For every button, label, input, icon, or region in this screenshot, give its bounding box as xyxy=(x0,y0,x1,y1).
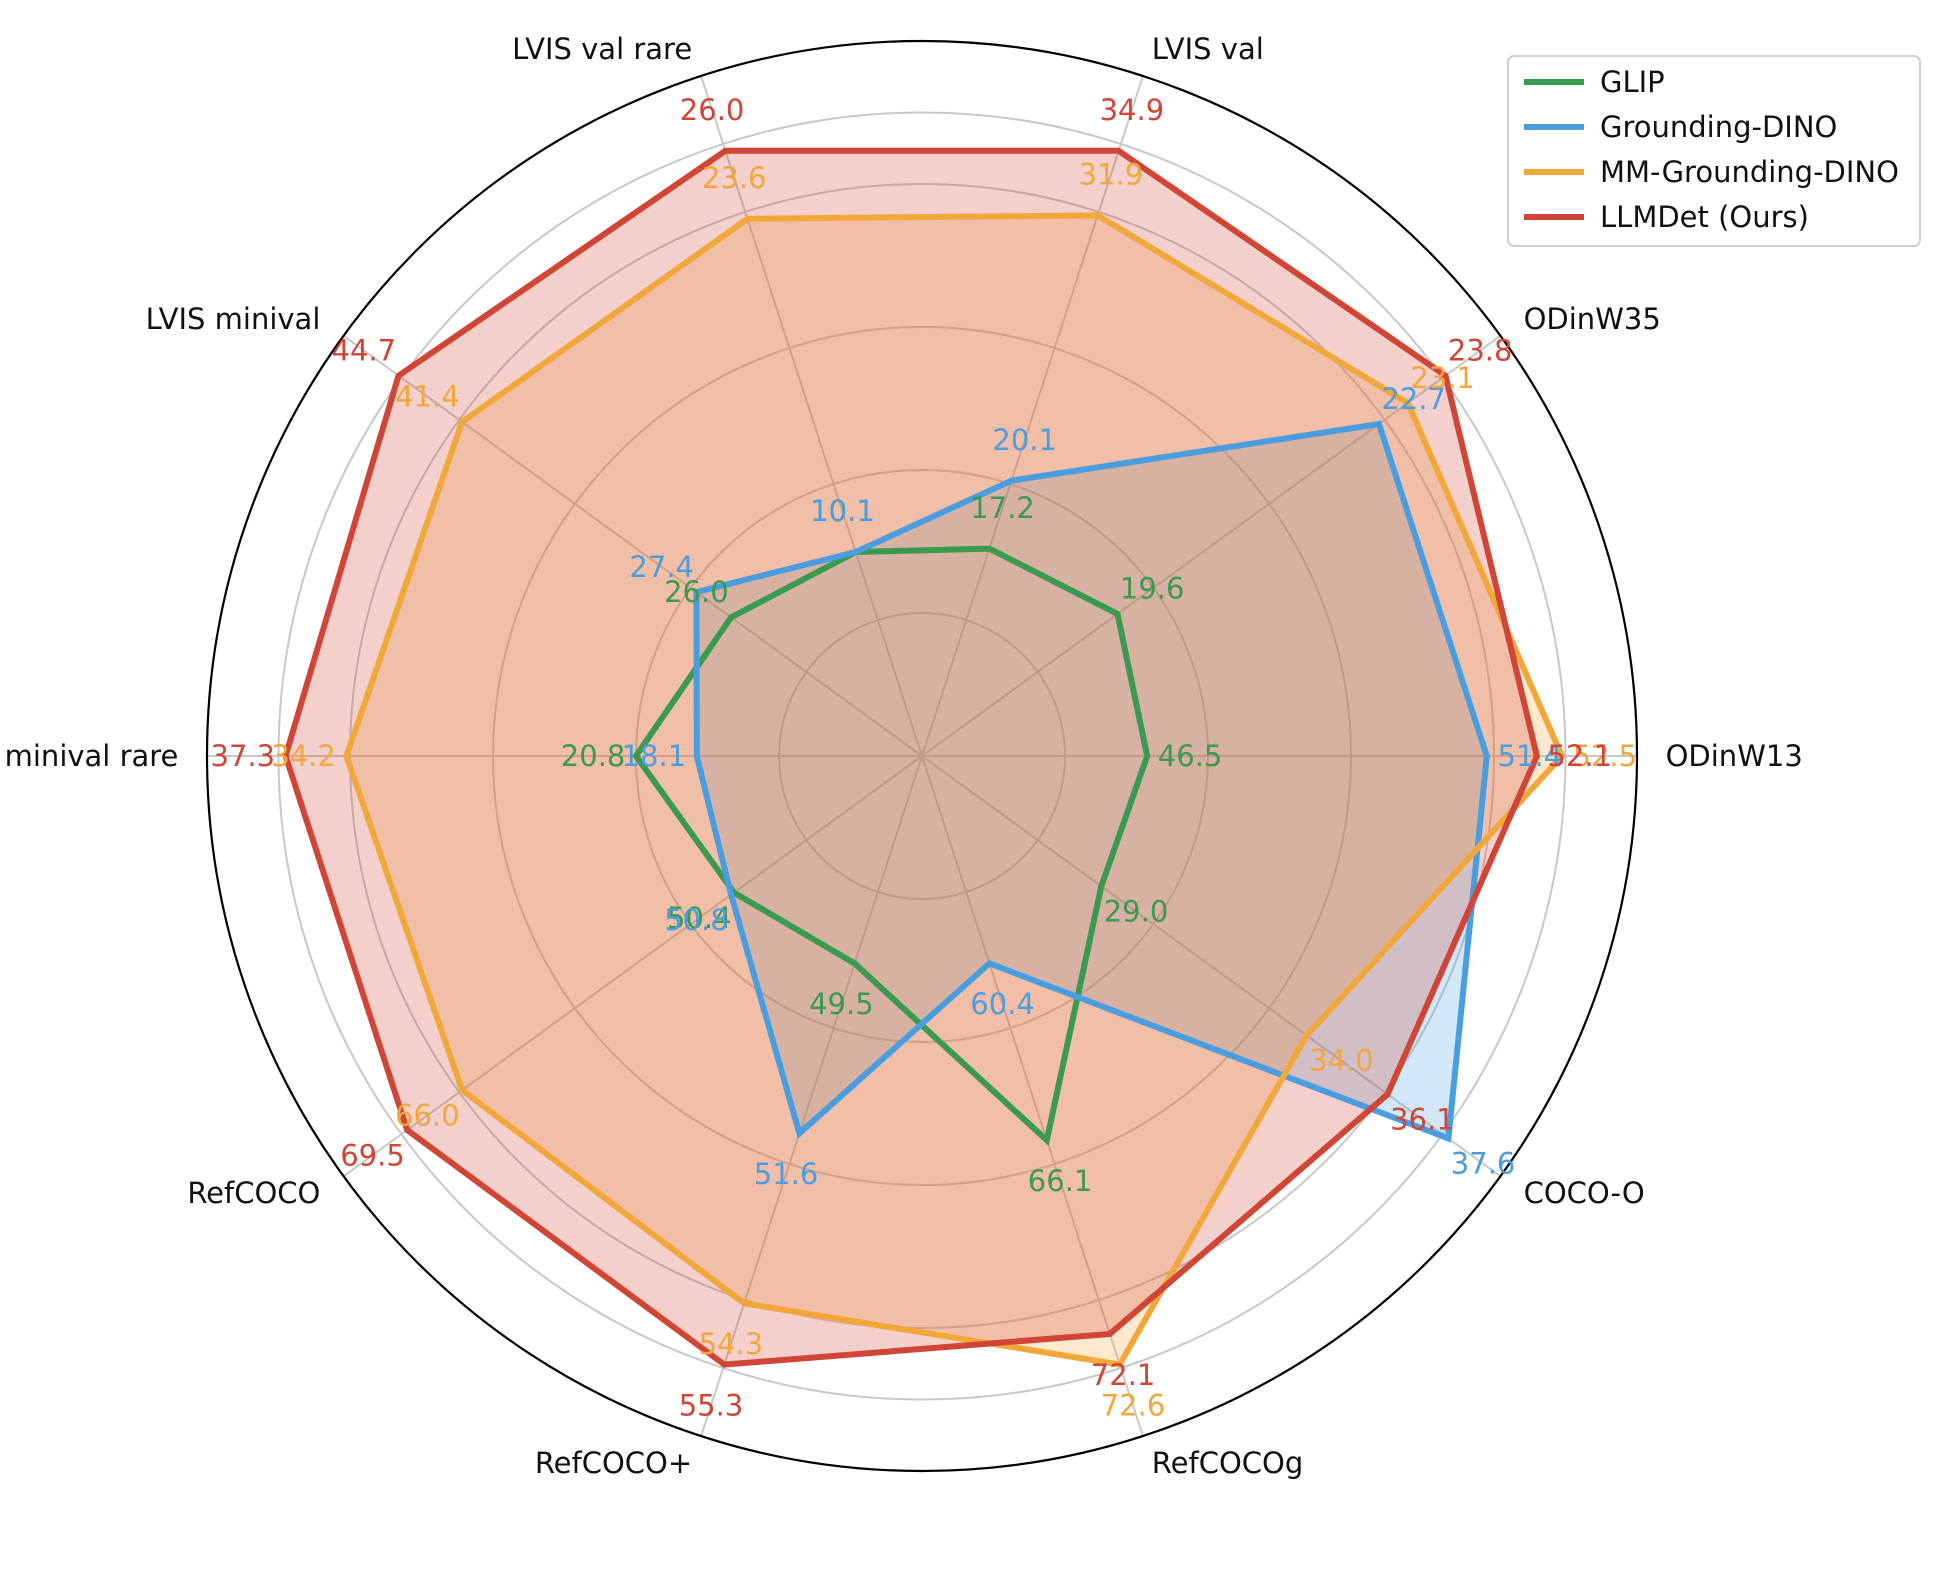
axis-label-refcoco: RefCOCO+ xyxy=(535,1446,692,1480)
value-label-llmdet-ours-coco-o: 36.1 xyxy=(1390,1103,1455,1137)
axis-label-coco-o: COCO-O xyxy=(1524,1176,1645,1210)
value-label-glip-refcocog: 66.1 xyxy=(1028,1164,1093,1198)
value-label-mm-grounding-dino-lvis-val-rare: 23.6 xyxy=(702,161,767,195)
value-label-glip-odinw13: 46.5 xyxy=(1158,739,1223,773)
value-labels: 46.5 19.6 17.2 10.1 26.0 20.8 50.4 49.5 66.1 29.0… xyxy=(211,93,1638,1422)
series-line-llmdet-ours xyxy=(282,147,1541,1368)
axis-label-lvis-val: LVIS val xyxy=(1152,32,1264,66)
value-label-mm-grounding-dino-lvis-val: 31.9 xyxy=(1079,158,1144,192)
legend-box xyxy=(1507,55,1921,247)
axis-label-refcocog: RefCOCOg xyxy=(1152,1446,1303,1480)
value-label-llmdet-ours-refcoco: 69.5 xyxy=(340,1138,405,1172)
axis-label-odinw35: ODinW35 xyxy=(1524,302,1661,336)
value-label-glip-coco-o: 29.0 xyxy=(1104,895,1169,929)
value-label-grounding-dino-refcoco: 51.6 xyxy=(754,1157,819,1191)
value-label-llmdet-ours-lvis-val-rare: 26.0 xyxy=(680,93,745,127)
value-label-grounding-dino-lvis-val-rare: 10.1 xyxy=(810,494,875,528)
value-label-glip-refcoco: 50.4 xyxy=(667,901,732,935)
series-line-glip xyxy=(632,545,1151,1146)
value-label-mm-grounding-dino-odinw35: 23.1 xyxy=(1410,361,1475,395)
value-label-llmdet-ours-odinw35: 23.8 xyxy=(1448,333,1513,367)
value-label-mm-grounding-dino-refcoco: 66.0 xyxy=(395,1098,460,1132)
value-label-llmdet-ours-lvis-val: 34.9 xyxy=(1100,93,1165,127)
value-label-glip-odinw35: 19.6 xyxy=(1120,572,1185,606)
value-label-glip-lvis-minival-rare: 20.8 xyxy=(561,739,626,773)
value-label-grounding-dino-lvis-minival: 27.4 xyxy=(629,550,694,584)
grid-spoke-refcocog xyxy=(921,755,1144,1437)
value-label-glip-refcoco: 49.5 xyxy=(809,987,874,1021)
legend-label-grounding-dino: Grounding-DINO xyxy=(1600,110,1837,144)
legend-label-mm-grounding-dino: MM-Grounding-DINO xyxy=(1600,155,1899,189)
value-label-grounding-dino-lvis-minival-rare: 18.1 xyxy=(622,739,687,773)
axis-label-lvis-minival-rare: LVIS minival rare xyxy=(0,739,178,773)
value-label-glip-lvis-minival: 26.0 xyxy=(664,575,729,609)
series-line-mm-grounding-dino xyxy=(343,212,1566,1368)
series-fill-llmdet-ours xyxy=(285,150,1537,1365)
outer-frame xyxy=(205,39,1639,1473)
axis-labels: ODinW13 ODinW35 LVIS val LVIS val rare LVIS … xyxy=(0,32,1803,1480)
value-label-glip-lvis-val: 17.2 xyxy=(970,491,1035,525)
grid-spoke-lvis-val xyxy=(921,75,1144,757)
value-label-grounding-dino-odinw35: 22.7 xyxy=(1381,382,1446,416)
legend: GLIP Grounding-DINO MM-Grounding-DINO LLMDe… xyxy=(1507,55,1921,247)
value-label-mm-grounding-dino-refcoco: 54.3 xyxy=(699,1327,764,1361)
axis-label-lvis-minival: LVIS minival xyxy=(146,302,321,336)
value-label-mm-grounding-dino-lvis-minival-rare: 34.2 xyxy=(271,739,336,773)
axis-label-odinw13: ODinW13 xyxy=(1666,739,1803,773)
value-label-llmdet-ours-lvis-minival-rare: 37.3 xyxy=(211,739,276,773)
value-label-llmdet-ours-refcocog: 72.1 xyxy=(1091,1358,1156,1392)
grid-spoke-refcoco xyxy=(700,755,923,1437)
series-fills xyxy=(285,150,1562,1365)
grid-spoke-odinw35 xyxy=(921,334,1502,757)
axis-label-refcoco: RefCOCO xyxy=(187,1176,320,1210)
grid-spoke-refcoco xyxy=(342,755,923,1178)
value-label-grounding-dino-coco-o: 37.6 xyxy=(1451,1147,1516,1181)
value-label-grounding-dino-refcoco: 50.8 xyxy=(664,903,729,937)
value-label-glip-lvis-val-rare: 10.1 xyxy=(810,494,875,528)
series-fill-grounding-dino xyxy=(696,424,1487,1139)
value-label-grounding-dino-odinw13: 51.4 xyxy=(1498,739,1563,773)
grid-spoke-lvis-val-rare xyxy=(700,75,923,757)
radar-grid xyxy=(205,39,1639,1473)
series-lines xyxy=(282,147,1566,1368)
value-label-mm-grounding-dino-lvis-minival: 41.4 xyxy=(395,380,460,414)
value-label-mm-grounding-dino-refcocog: 72.6 xyxy=(1101,1388,1166,1422)
series-line-grounding-dino xyxy=(693,420,1490,1143)
axis-label-lvis-val-rare: LVIS val rare xyxy=(512,32,692,66)
legend-label-glip: GLIP xyxy=(1600,65,1665,99)
grid-spoke-coco-o xyxy=(921,755,1502,1178)
grid-spoke-lvis-minival xyxy=(342,334,923,757)
value-label-grounding-dino-refcocog: 60.4 xyxy=(970,987,1035,1021)
value-label-llmdet-ours-odinw13: 52.1 xyxy=(1548,739,1613,773)
value-label-mm-grounding-dino-odinw13: 52.5 xyxy=(1573,739,1638,773)
value-label-llmdet-ours-lvis-minival: 44.7 xyxy=(332,333,397,367)
legend-label-llmdet-ours: LLMDet (Ours) xyxy=(1600,200,1809,234)
value-label-grounding-dino-lvis-val: 20.1 xyxy=(992,423,1057,457)
value-label-llmdet-ours-refcoco: 55.3 xyxy=(679,1388,744,1422)
series-fill-mm-grounding-dino xyxy=(346,215,1562,1365)
value-label-mm-grounding-dino-coco-o: 34.0 xyxy=(1309,1044,1374,1078)
